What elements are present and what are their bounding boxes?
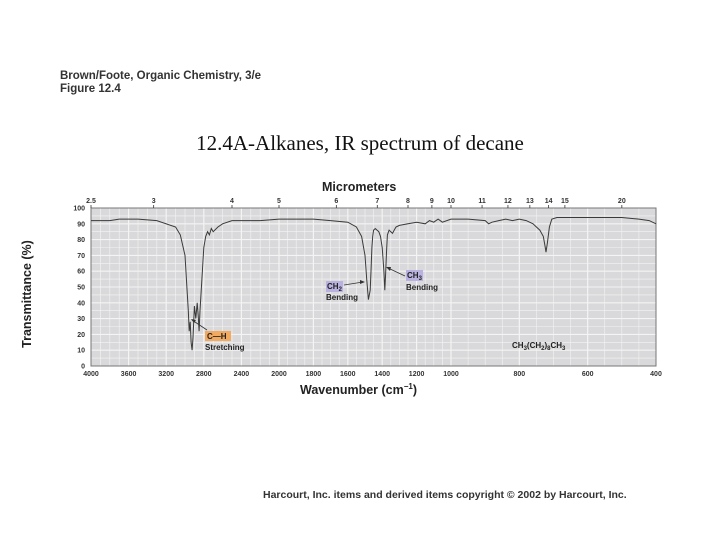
arrow-head xyxy=(191,319,196,323)
ch-label-sub: Stretching xyxy=(205,343,245,352)
micrometer-tick-label: 7 xyxy=(375,198,379,205)
x-tick-label: 2000 xyxy=(271,371,287,378)
figure-credit: Brown/Foote, Organic Chemistry, 3/e Figu… xyxy=(60,70,261,96)
x-tick-label: 1800 xyxy=(306,371,322,378)
plot-frame xyxy=(90,207,657,367)
x-tick-label: 400 xyxy=(650,371,662,378)
arrow-head xyxy=(386,267,391,271)
micrometer-tick-label: 20 xyxy=(618,198,626,205)
x-axis-title-sup: −1 xyxy=(403,382,413,391)
ch2-label: CH2 xyxy=(327,282,343,293)
y-tick-label: 20 xyxy=(77,332,85,339)
x-tick-label: 1200 xyxy=(409,371,425,378)
ch2-label-sub: Bending xyxy=(326,293,358,302)
slide-title: 12.4A-Alkanes, IR spectrum of decane xyxy=(196,131,524,155)
x-tick-label: 800 xyxy=(513,371,525,378)
x-tick-label: 2400 xyxy=(234,371,250,378)
y-tick-label: 50 xyxy=(77,285,85,292)
decane-formula: CH3(CH2)8CH3 xyxy=(512,341,566,352)
micrometer-tick-label: 11 xyxy=(478,198,486,205)
y-tick-label: 0 xyxy=(81,364,85,371)
annotation-ch-stretching: C—H Stretching xyxy=(191,319,245,352)
ch3-label-sub: Bending xyxy=(406,283,438,292)
x-tick-label: 4000 xyxy=(83,371,99,378)
annotation-arrow xyxy=(387,267,406,277)
y-tick-label: 30 xyxy=(77,316,85,323)
y-tick-label: 10 xyxy=(77,348,85,355)
arrow-head xyxy=(360,280,365,284)
y-tick-label: 60 xyxy=(77,269,85,276)
micrometer-tick-label: 4 xyxy=(230,198,234,205)
micrometer-tick-label: 6 xyxy=(334,198,338,205)
micrometers-axis-title: Micrometers xyxy=(322,180,397,194)
annotation-ch2-bending: CH2 Bending xyxy=(326,280,365,302)
x-tick-label: 1600 xyxy=(340,371,356,378)
micrometer-tick-label: 15 xyxy=(561,198,569,205)
annotation-arrow xyxy=(343,281,364,286)
micrometer-tick-label: 8 xyxy=(406,198,410,205)
x-tick-label: 3600 xyxy=(121,371,137,378)
x-axis-title-main: Wavenumber (cm xyxy=(300,383,404,398)
micrometer-tick-label: 9 xyxy=(430,198,434,205)
y-axis-ticks: 0 10 20 30 40 50 60 70 80 90 100 xyxy=(73,206,85,371)
ch3-label: CH3 xyxy=(407,271,423,282)
x-tick-label: 600 xyxy=(582,371,594,378)
ch-label-bg xyxy=(205,331,231,341)
x-tick-label: 3200 xyxy=(158,371,174,378)
credit-line-figure: Figure 12.4 xyxy=(60,83,121,95)
spectrum-trace xyxy=(91,217,657,351)
x-axis-ticks: 4000 3600 3200 2800 2400 2000 1800 1600 1400 1200… xyxy=(83,371,662,378)
annotation-ch3-bending: CH3 Bending xyxy=(386,267,438,292)
micrometer-tick-label: 10 xyxy=(447,198,455,205)
y-tick-label: 80 xyxy=(77,237,85,244)
credit-line-book: Brown/Foote, Organic Chemistry, 3/e xyxy=(60,70,262,82)
micrometer-tick-label: 5 xyxy=(277,198,281,205)
x-tick-label: 1400 xyxy=(374,371,390,378)
ch3-label-bg xyxy=(406,270,423,281)
micrometer-tick-label: 13 xyxy=(526,198,534,205)
ch-label: C—H xyxy=(207,332,227,341)
copyright-footer: Harcourt, Inc. items and derived items c… xyxy=(263,489,627,501)
ch2-label-bg xyxy=(326,281,343,292)
micrometer-tick-label: 12 xyxy=(504,198,512,205)
grid-lines xyxy=(91,208,656,366)
micrometer-axis-ticks: 2.5 3 4 5 6 7 8 9 10 11 12 13 14 15 20 xyxy=(86,198,626,208)
y-tick-label: 70 xyxy=(77,253,85,260)
x-tick-label: 2800 xyxy=(196,371,212,378)
micrometer-tick-label: 14 xyxy=(545,198,553,205)
y-tick-label: 40 xyxy=(77,300,85,307)
y-tick-label: 100 xyxy=(73,206,85,213)
x-axis-title: Wavenumber (cm−1) xyxy=(300,382,417,397)
x-axis-title-close: ) xyxy=(412,383,418,398)
y-tick-label: 90 xyxy=(77,221,85,228)
micrometer-tick-label: 3 xyxy=(152,198,156,205)
micrometer-tick-label: 2.5 xyxy=(86,198,96,205)
x-tick-label: 1000 xyxy=(443,371,459,378)
